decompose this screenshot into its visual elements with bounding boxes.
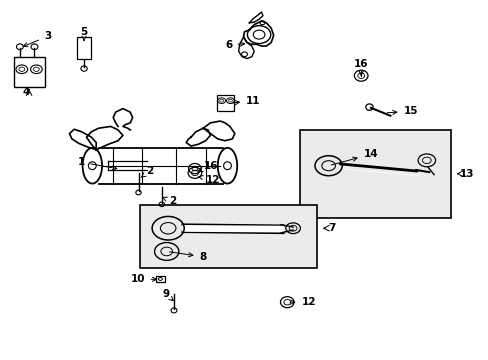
Polygon shape xyxy=(249,12,263,23)
Text: 16: 16 xyxy=(198,161,218,171)
Text: 3: 3 xyxy=(23,31,51,47)
Text: 16: 16 xyxy=(353,59,367,75)
Text: 13: 13 xyxy=(459,169,473,179)
Text: 2: 2 xyxy=(163,197,176,206)
Text: 8: 8 xyxy=(169,252,206,262)
Text: 7: 7 xyxy=(327,223,335,233)
Text: 4: 4 xyxy=(23,87,30,98)
FancyBboxPatch shape xyxy=(140,205,317,267)
Text: 12: 12 xyxy=(289,297,315,307)
Polygon shape xyxy=(183,226,283,232)
Text: 5: 5 xyxy=(80,27,87,40)
Text: 14: 14 xyxy=(331,149,377,165)
Text: 11: 11 xyxy=(232,96,260,106)
Polygon shape xyxy=(238,37,254,59)
Polygon shape xyxy=(113,109,132,130)
Text: 6: 6 xyxy=(225,40,244,50)
Polygon shape xyxy=(243,21,273,46)
Text: 9: 9 xyxy=(162,289,173,301)
Text: 10: 10 xyxy=(131,274,156,284)
Text: 15: 15 xyxy=(386,107,417,116)
Polygon shape xyxy=(69,129,96,150)
Text: 12: 12 xyxy=(198,175,220,185)
Polygon shape xyxy=(186,128,210,146)
FancyBboxPatch shape xyxy=(300,130,450,217)
Text: 2: 2 xyxy=(141,166,153,177)
Text: 1: 1 xyxy=(78,157,117,170)
Polygon shape xyxy=(203,121,234,141)
